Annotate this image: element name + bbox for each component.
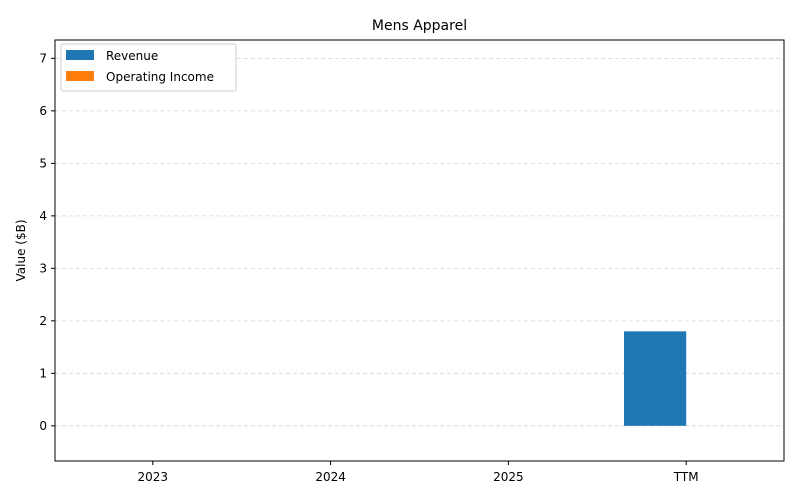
legend-box bbox=[60, 43, 237, 92]
y-tick-label-5: 5 bbox=[39, 156, 47, 170]
legend: Revenue Operating Income bbox=[60, 43, 237, 92]
y-tick-label-2: 2 bbox=[39, 314, 47, 328]
legend-label-revenue: Revenue bbox=[106, 49, 158, 63]
legend-swatch-revenue bbox=[66, 50, 94, 60]
bars bbox=[623, 331, 687, 426]
x-tick-label-2023: 2023 bbox=[138, 470, 169, 484]
plot-frame bbox=[54, 39, 785, 462]
legend-label-operating-income: Operating Income bbox=[106, 70, 214, 84]
y-tick-label-4: 4 bbox=[39, 209, 47, 223]
chart-title: Mens Apparel bbox=[372, 18, 467, 34]
grid-lines bbox=[55, 57, 784, 427]
y-tick-label-1: 1 bbox=[39, 366, 47, 380]
x-tick-label-2025: 2025 bbox=[493, 470, 524, 484]
x-axis-ticks: 2023 2024 2025 TTM bbox=[138, 461, 699, 484]
y-tick-label-3: 3 bbox=[39, 261, 47, 275]
x-tick-label-2024: 2024 bbox=[315, 470, 346, 484]
legend-swatch-operating-income bbox=[66, 71, 94, 81]
y-axis-label: Value ($B) bbox=[14, 220, 28, 282]
x-tick-label-TTM: TTM bbox=[673, 470, 699, 484]
bar-revenue-ttm bbox=[623, 331, 687, 426]
y-tick-label-7: 7 bbox=[39, 51, 47, 65]
y-tick-label-6: 6 bbox=[39, 104, 47, 118]
y-tick-label-0: 0 bbox=[39, 419, 47, 433]
y-axis-ticks: 0 1 2 3 4 5 6 7 bbox=[39, 51, 55, 433]
